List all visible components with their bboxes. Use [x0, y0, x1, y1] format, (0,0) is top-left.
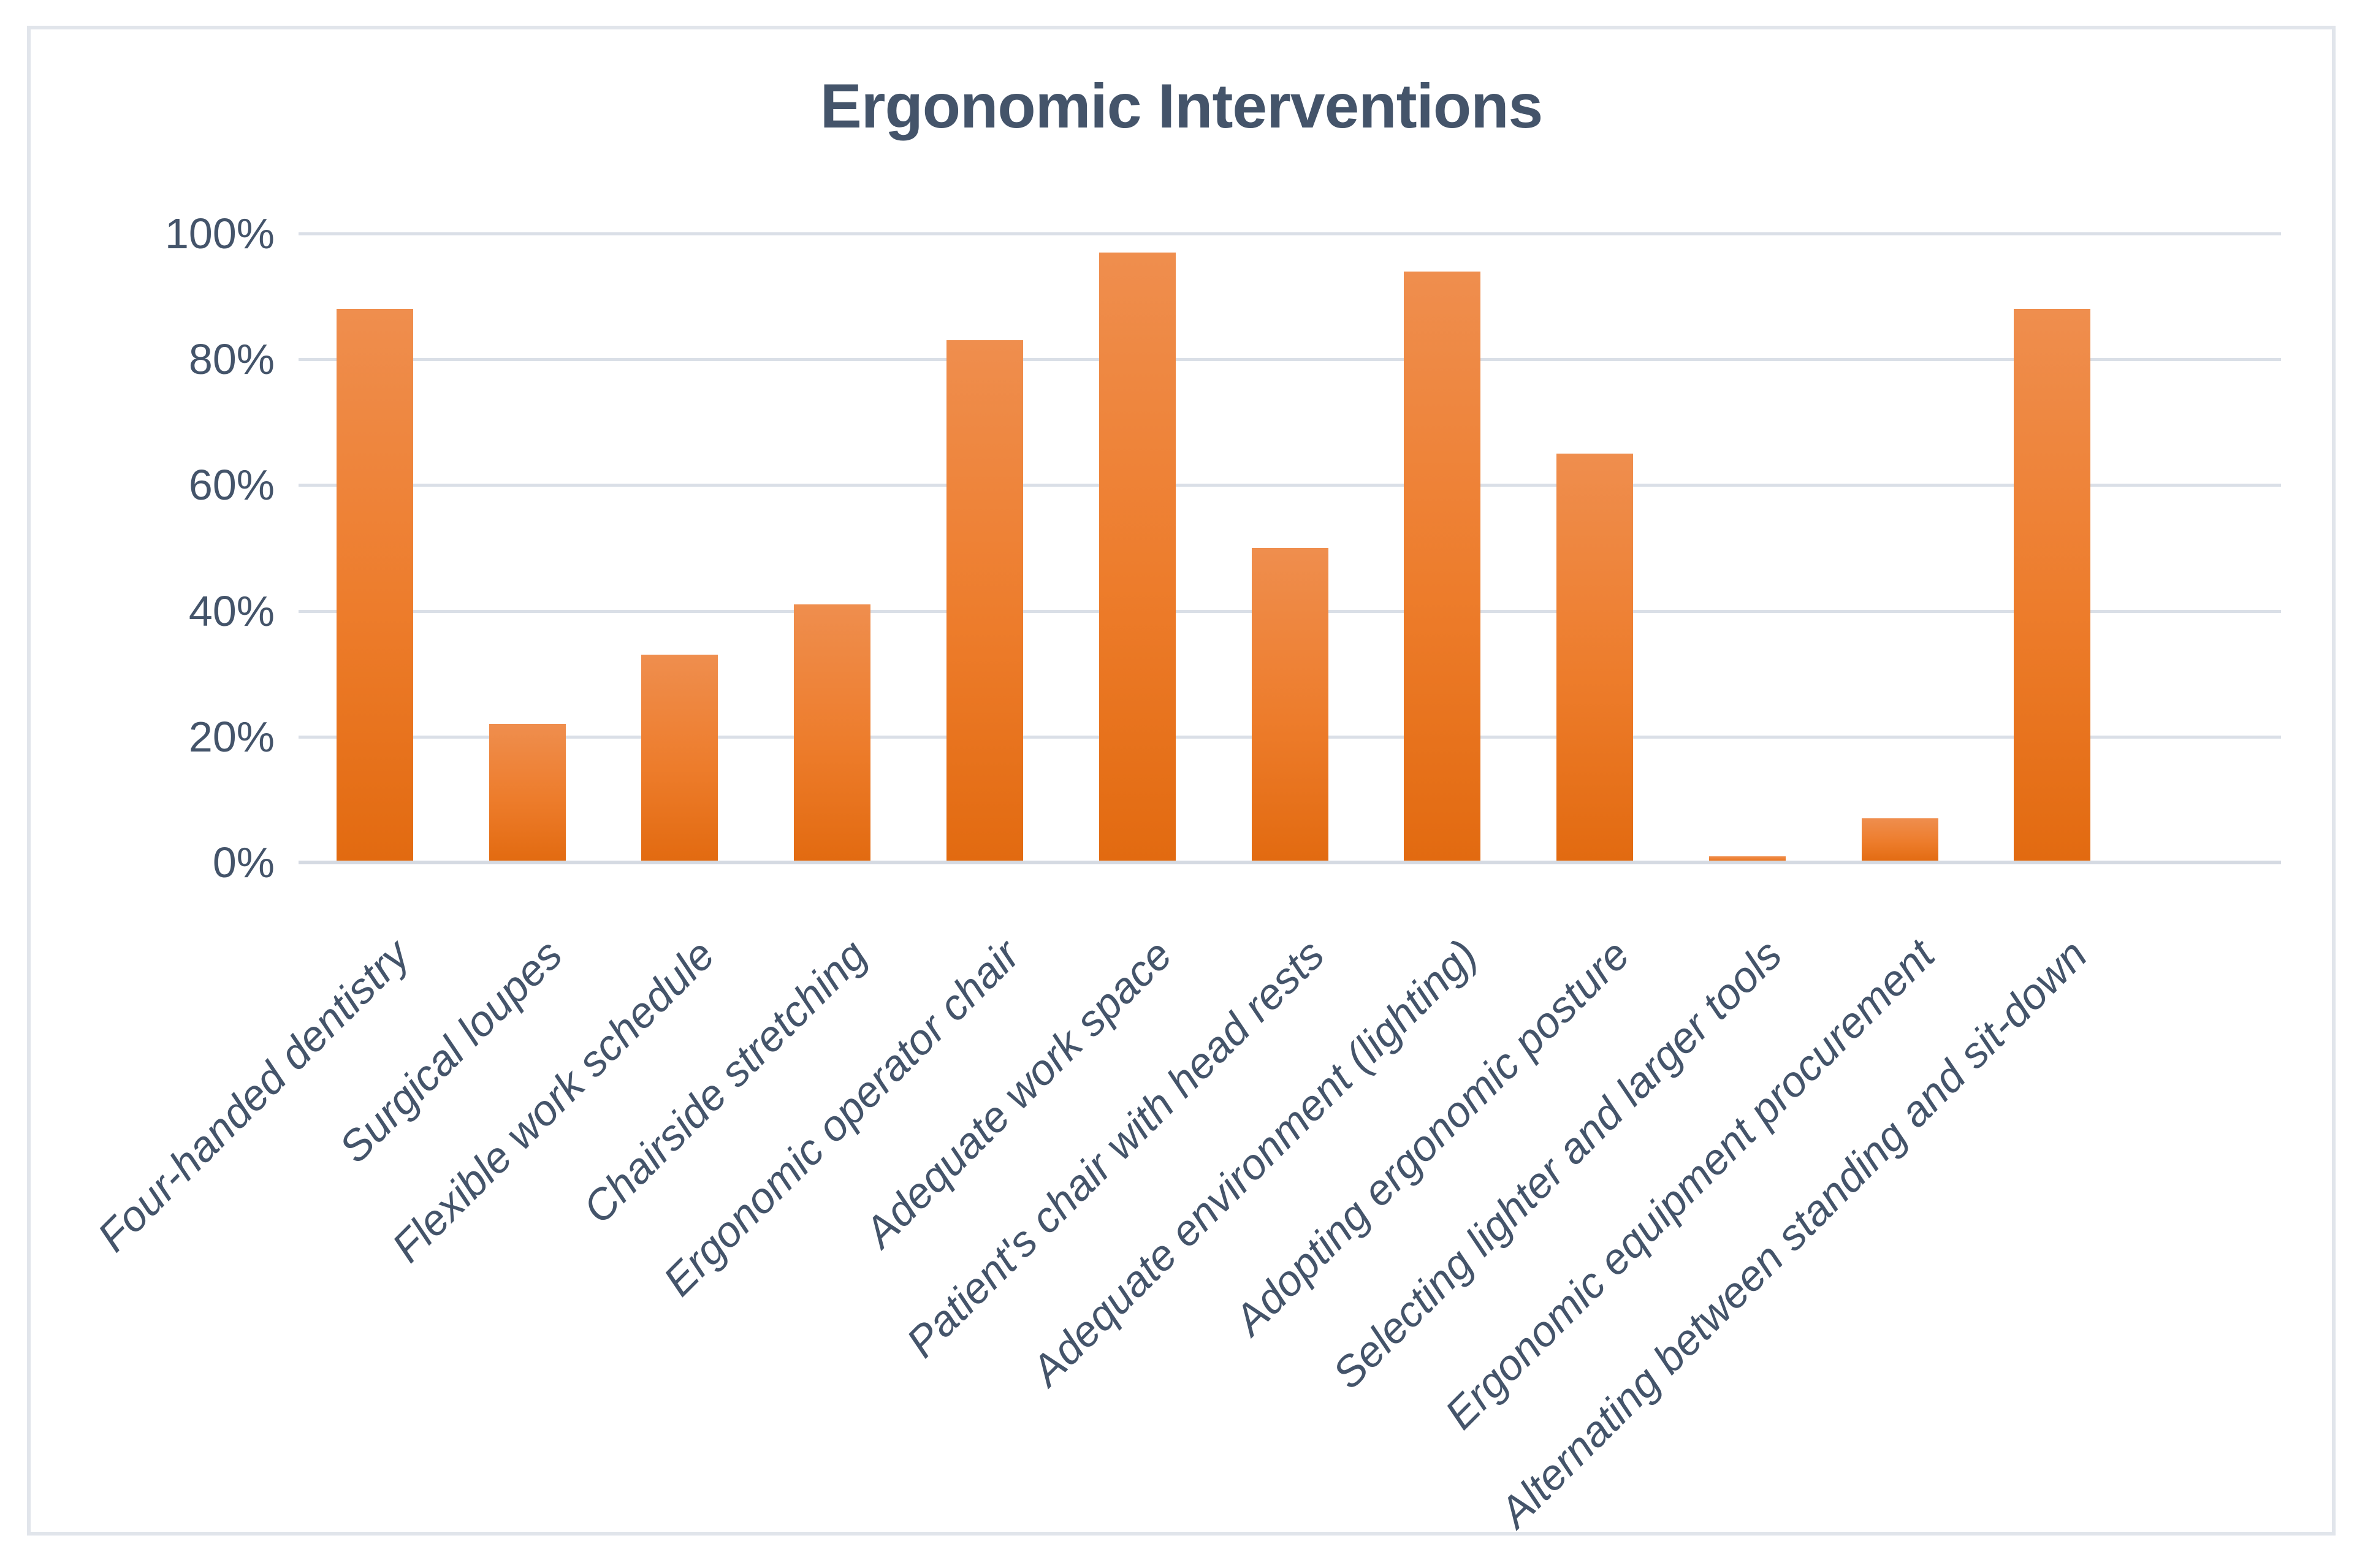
y-axis-label: 0% — [212, 839, 275, 886]
bar — [1251, 548, 1328, 862]
gridline — [299, 484, 2281, 487]
bar — [1861, 818, 1938, 862]
chart-frame: Ergonomic Interventions 0% 20% 40% 60% 80% 10… — [27, 26, 2336, 1536]
bar — [1556, 454, 1634, 862]
bar — [336, 309, 413, 862]
bar — [641, 655, 718, 862]
y-axis-label: 100% — [164, 210, 275, 257]
y-axis-label: 60% — [188, 461, 275, 509]
bar — [794, 604, 871, 862]
y-axis-label: 20% — [188, 712, 275, 761]
bar — [1404, 271, 1481, 862]
bar — [489, 724, 566, 862]
y-axis-label: 80% — [188, 335, 275, 384]
bar — [946, 340, 1023, 862]
bar — [2014, 309, 2091, 862]
x-axis-line — [299, 861, 2281, 864]
y-axis-label: 40% — [188, 587, 275, 635]
x-axis-label: Adequate work space — [855, 931, 1181, 1257]
x-axis-label: Chairside stretching — [574, 931, 876, 1233]
bar — [1099, 252, 1176, 862]
gridline — [299, 358, 2281, 362]
chart-title: Ergonomic Interventions — [820, 71, 1544, 141]
gridline — [299, 232, 2281, 235]
x-axis-label: Four-handed dentistry — [88, 931, 419, 1261]
bar — [1708, 856, 1786, 862]
plot-area — [299, 232, 2281, 864]
